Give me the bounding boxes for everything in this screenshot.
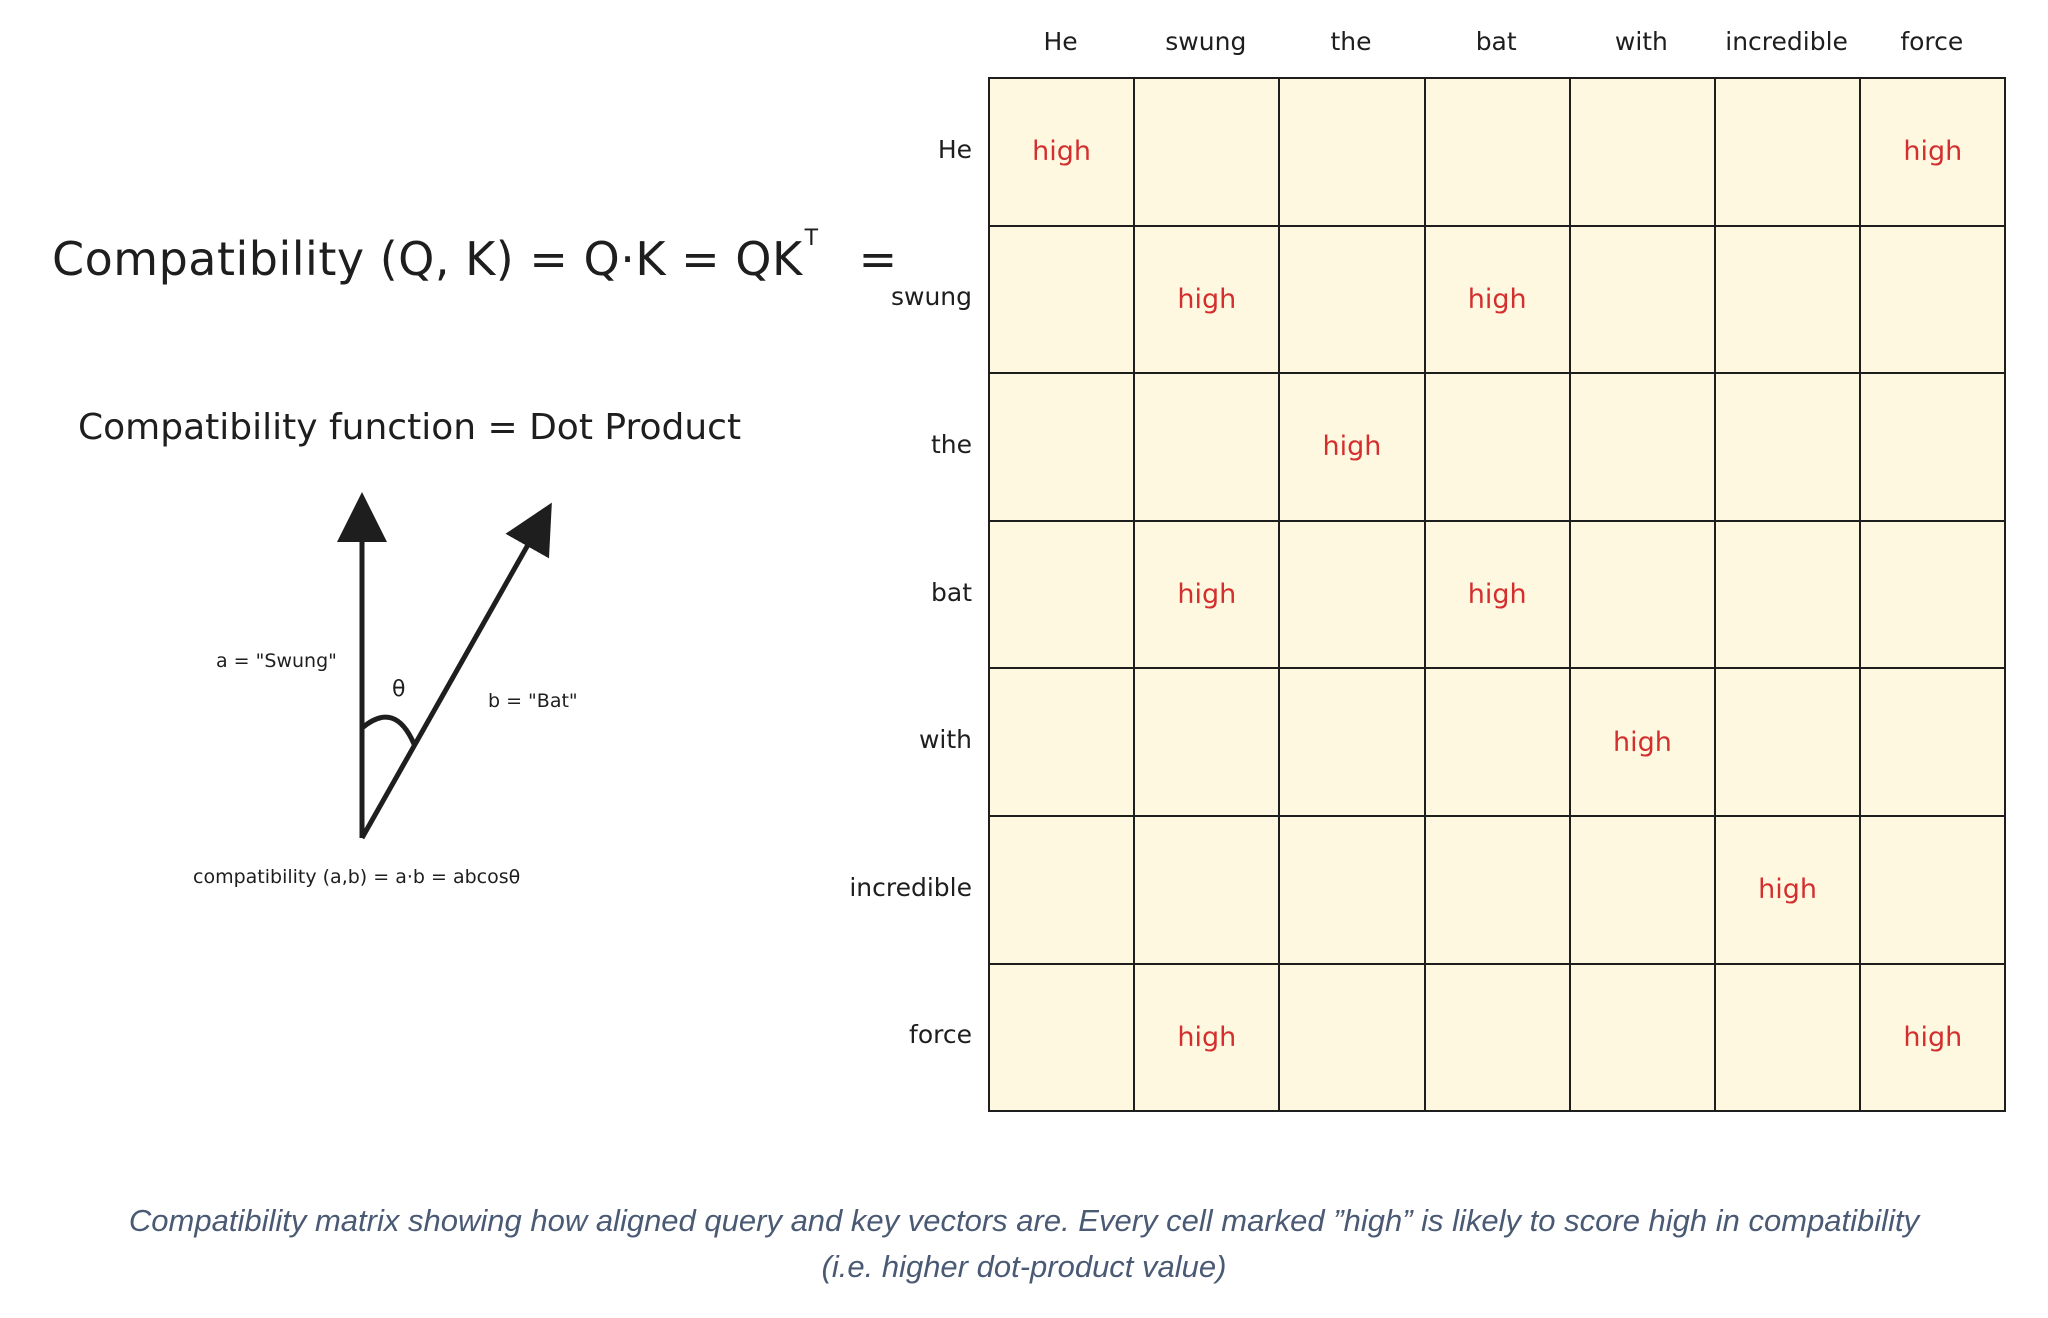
matrix-cell [1278, 667, 1426, 817]
column-header: swung [1165, 27, 1247, 56]
vector-diagram [337, 492, 552, 840]
matrix-cell: high [1568, 667, 1716, 817]
dot-product-formula: compatibility (a,b) = a·b = abcosθ [193, 866, 521, 888]
row-header: the [930, 430, 972, 459]
column-header: incredible [1725, 27, 1848, 56]
matrix-cell [1714, 667, 1862, 817]
matrix-cell [1133, 372, 1281, 522]
high-label: high [1177, 1021, 1237, 1053]
matrix-cell: high [1133, 519, 1281, 670]
high-label: high [1612, 726, 1672, 758]
caption-line-2: (i.e. higher dot-product value) [821, 1249, 1227, 1284]
matrix-cell [1423, 815, 1571, 965]
high-label: high [1322, 431, 1382, 463]
row-header: swung [890, 282, 972, 312]
matrix-cell [1133, 815, 1281, 965]
matrix-cell: high [1859, 77, 2007, 227]
vector-b-arrow [359, 502, 552, 840]
figure-caption: Compatibility matrix showing how aligned… [30, 1198, 2018, 1290]
column-header: with [1614, 27, 1668, 56]
matrix-cell [1859, 815, 2007, 965]
compatibility-equation: Compatibility (Q, K) = Q·K = QKT = [52, 226, 898, 286]
matrix-cell [1278, 77, 1426, 227]
matrix-cell: high [1423, 519, 1571, 670]
vector-a-label: a = "Swung" [216, 650, 337, 672]
matrix-cell [1568, 77, 1716, 227]
equation-equals: = [858, 232, 898, 286]
matrix-cell [1278, 519, 1426, 670]
column-header: He [1043, 27, 1078, 56]
vector-b-label: b = "Bat" [488, 690, 578, 712]
row-header: bat [931, 577, 972, 607]
matrix-cell [1714, 372, 1862, 522]
matrix-cell [1568, 815, 1716, 965]
caption-line-1: Compatibility matrix showing how aligned… [128, 1203, 1920, 1238]
column-header: bat [1475, 27, 1517, 56]
row-header: force [909, 1020, 972, 1050]
equation-main: Compatibility (Q, K) = Q·K = QK [52, 232, 803, 286]
matrix-cell [1714, 77, 1862, 227]
matrix-cell: high [988, 77, 1136, 227]
matrix-cell [988, 815, 1136, 965]
matrix-cell [988, 519, 1136, 670]
matrix-cell [1133, 77, 1281, 227]
matrix-cell [1278, 224, 1426, 375]
row-header: He [937, 134, 972, 164]
matrix-cell [1568, 224, 1716, 375]
angle-theta-label: θ [392, 677, 406, 702]
high-label: high [1032, 136, 1092, 168]
matrix-cell [1859, 667, 2007, 817]
high-label: high [1177, 579, 1237, 611]
matrix-cell [988, 667, 1136, 817]
matrix-cell [1423, 372, 1571, 522]
matrix-cell [1568, 519, 1716, 670]
matrix-cell [1423, 77, 1571, 227]
column-header: force [1900, 27, 1964, 56]
matrix-cell: high [1714, 815, 1862, 965]
matrix-cell [1714, 519, 1862, 670]
row-header: incredible [849, 872, 972, 902]
matrix-cell: high [1278, 372, 1426, 522]
matrix-cell [1859, 372, 2007, 522]
matrix-cell [988, 962, 1136, 1113]
matrix-cell [1423, 667, 1571, 817]
matrix-cell [1714, 224, 1862, 375]
matrix-cell [1568, 962, 1716, 1113]
high-label: high [1467, 283, 1527, 315]
matrix-cell: high [1859, 962, 2007, 1113]
matrix-cell [1859, 519, 2007, 670]
matrix-cell [1423, 962, 1571, 1113]
transpose-superscript: T [804, 225, 819, 251]
matrix-cell: high [1133, 224, 1281, 375]
column-header: the [1330, 27, 1372, 56]
function-title: Compatibility function = Dot Product [78, 407, 742, 448]
high-label: high [1467, 579, 1527, 611]
matrix-cell [1133, 667, 1281, 817]
high-label: high [1177, 283, 1237, 315]
high-label: high [1903, 1021, 1963, 1053]
row-header: with [918, 725, 972, 755]
matrix-cell [988, 372, 1136, 522]
matrix-cell [1568, 372, 1716, 522]
matrix-cell [1859, 224, 2007, 375]
high-label: high [1903, 136, 1963, 168]
matrix-cell [988, 224, 1136, 375]
high-label: high [1758, 874, 1818, 906]
matrix-cell [1278, 815, 1426, 965]
matrix-cell [1714, 962, 1862, 1113]
matrix-cell: high [1133, 962, 1281, 1113]
angle-arc [360, 714, 417, 746]
matrix-cell [1278, 962, 1426, 1113]
matrix-cell: high [1423, 224, 1571, 375]
